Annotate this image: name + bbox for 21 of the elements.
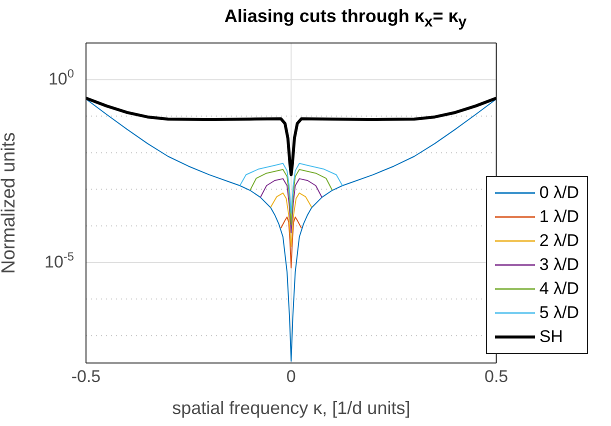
line-series — [270, 192, 312, 247]
y-axis-title: Normalized units — [0, 132, 20, 274]
line-series — [280, 216, 302, 268]
x-tick-label: 0.5 — [484, 367, 508, 386]
line-series — [239, 162, 343, 214]
legend-label: 4 λ/D — [539, 279, 579, 299]
line-series — [260, 178, 322, 234]
legend-label: 2 λ/D — [539, 231, 579, 251]
legend-label: 3 λ/D — [539, 255, 579, 275]
y-tick-label: 10$^{0}$ — [48, 66, 74, 89]
legend-label: 1 λ/D — [539, 207, 579, 227]
legend-label: 5 λ/D — [539, 303, 579, 323]
y-tick-label: 10$^{-5}$ — [44, 249, 74, 272]
legend-label: 0 λ/D — [539, 183, 579, 203]
legend-label: SH — [539, 327, 563, 347]
line-series — [250, 169, 333, 226]
x-tick-label: -0.5 — [71, 367, 101, 386]
x-tick-label: 0 — [286, 367, 296, 386]
chart-title: Aliasing cuts through κ$_{x}$= κ$_{y}$ — [223, 5, 468, 31]
x-axis-title: spatial frequency κ, [1/d units] — [172, 398, 410, 418]
line-series — [86, 96, 496, 176]
